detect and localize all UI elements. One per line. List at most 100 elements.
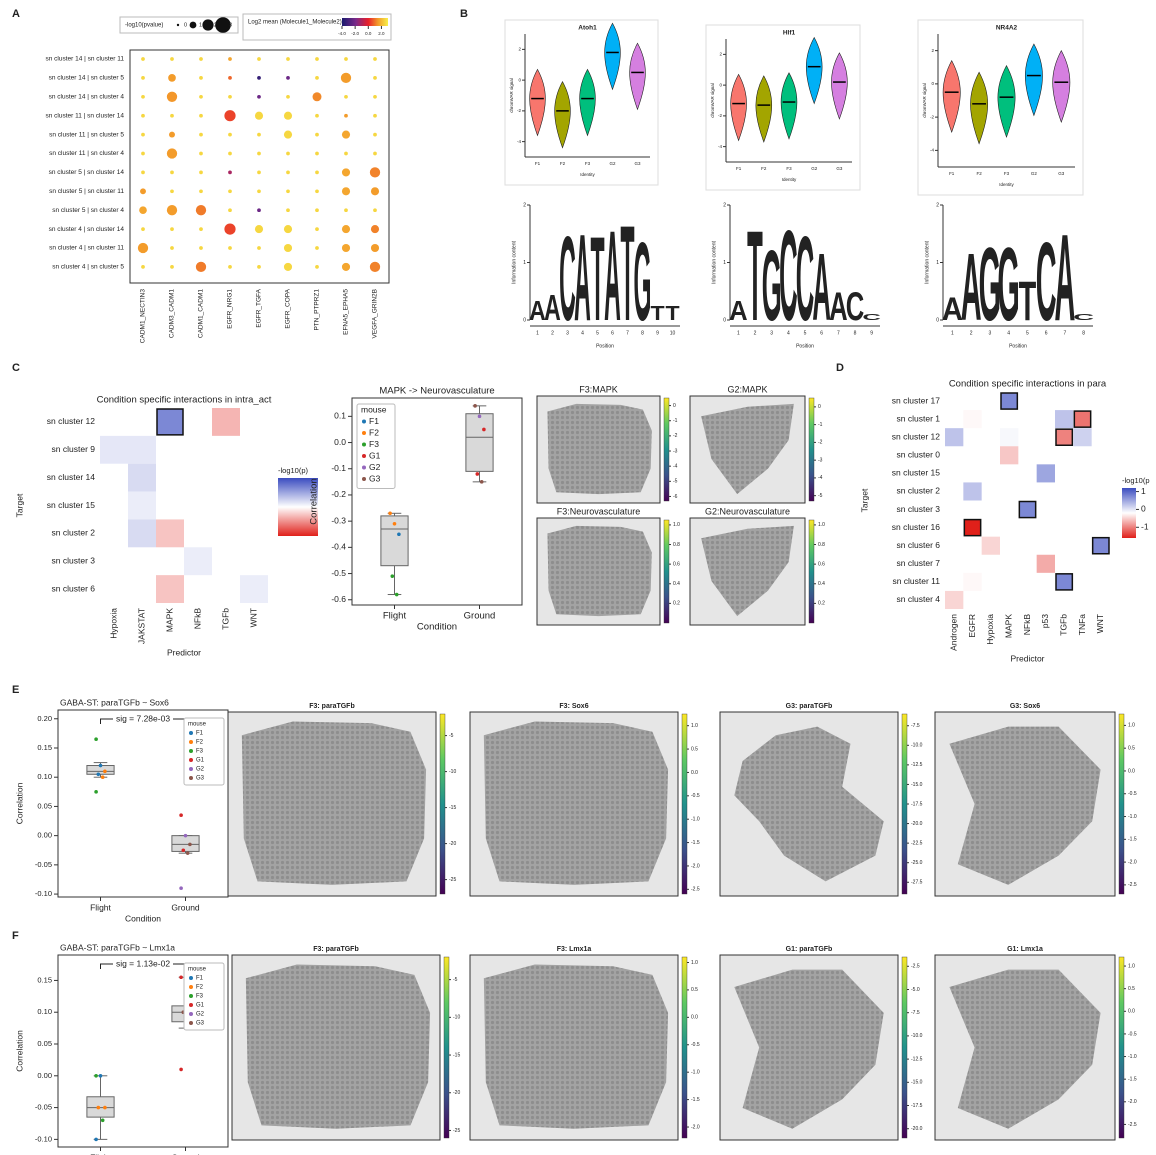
dot <box>228 76 232 80</box>
dot <box>169 132 175 138</box>
point <box>101 775 105 779</box>
page: ABCDEFsn cluster 14 | sn cluster 11sn cl… <box>0 0 1156 1155</box>
row-label: sn cluster 6 <box>897 540 941 550</box>
colorbar-tick-label: -2.0 <box>351 31 359 36</box>
dot <box>373 76 377 80</box>
point <box>94 737 98 741</box>
colorbar-tick-label: -20 <box>453 1090 460 1096</box>
dot <box>228 171 232 175</box>
heatmap-cell <box>1093 538 1109 554</box>
tissue <box>484 721 668 884</box>
col-label: EGFR <box>967 614 977 638</box>
dot <box>141 227 145 231</box>
legend-swatch <box>362 454 366 458</box>
heatmap-cell <box>128 464 156 492</box>
tissue <box>547 404 651 494</box>
colorbar-tick-label: -1.0 <box>1128 814 1137 820</box>
colorbar <box>342 18 388 26</box>
col-label: Hypoxia <box>108 608 118 639</box>
legend-swatch <box>362 431 366 435</box>
colorbar-tick-label: -15.0 <box>911 1080 923 1086</box>
legend-label: G1 <box>196 758 205 764</box>
x-tick-label: 2 <box>970 330 973 336</box>
violin-title: NR4A2 <box>996 25 1018 32</box>
row-label: sn cluster 7 <box>897 558 941 568</box>
col-label: WNT <box>1095 614 1105 633</box>
point <box>182 848 186 852</box>
x-tick-label: 3 <box>566 330 569 336</box>
colorbar-tick-label: -12.5 <box>911 1056 923 1062</box>
heatmap-cell <box>100 436 128 464</box>
logo-letter: T <box>650 301 664 324</box>
dot <box>167 148 177 158</box>
colorbar-tick-label: -20.0 <box>911 821 923 827</box>
box <box>466 414 493 472</box>
colorbar-tick-label: -1.5 <box>691 1097 700 1103</box>
legend-label: G3 <box>196 1021 205 1027</box>
col-label: Androgen <box>948 614 958 651</box>
heatmap-cell <box>963 482 981 500</box>
x-tick-label: 6 <box>1045 330 1048 336</box>
legend-swatch <box>362 443 366 447</box>
colorbar-tick-label: 0.5 <box>1128 746 1135 752</box>
dot <box>170 227 174 231</box>
dot <box>196 262 206 272</box>
row-label: sn cluster 14 | sn cluster 11 <box>45 56 124 63</box>
dot <box>257 133 261 137</box>
dot <box>141 265 145 269</box>
logo-letter: T <box>665 301 679 324</box>
colorbar-tick-label: 0.2 <box>673 601 680 607</box>
dot <box>170 57 174 61</box>
row-label: sn cluster 16 <box>892 522 940 532</box>
dot <box>199 189 203 193</box>
map-title: F3:MAPK <box>579 384 618 394</box>
y-tick-label: 0.05 <box>37 801 52 810</box>
dot <box>341 73 351 83</box>
heatmap-cell <box>1019 502 1035 518</box>
legend-label: G3 <box>369 473 381 483</box>
colorbar-tick-label: -1.5 <box>1128 837 1137 843</box>
legend-label: F2 <box>369 427 379 437</box>
y-tick-label: 0.20 <box>37 714 52 723</box>
x-tick-label: G3 <box>634 161 641 166</box>
colorbar-tick-label: 0.8 <box>818 542 825 548</box>
y-tick-label: 1 <box>936 260 939 266</box>
heatmap-cell <box>945 428 963 446</box>
x-tick-label: F2 <box>761 166 767 171</box>
map-title: G1: paraTGFb <box>786 946 833 953</box>
y-tick-label: 0.15 <box>37 743 52 752</box>
point <box>184 834 188 838</box>
colorbar-tick-label: -0.5 <box>691 1042 700 1048</box>
y-tick-label: -4 <box>930 148 934 153</box>
y-tick-label: 0.10 <box>37 772 52 781</box>
dot <box>286 152 290 156</box>
x-tick-label: 2 <box>551 330 554 336</box>
dot <box>255 225 263 233</box>
y-tick-label: 0 <box>723 317 726 323</box>
point <box>391 574 395 578</box>
violin-title: Atoh1 <box>578 25 597 32</box>
x-axis-label: Condition <box>125 913 161 923</box>
colorbar-tick-label: -25 <box>449 877 456 883</box>
colorbar-tick-label: -1.0 <box>691 817 700 823</box>
y-tick-label: 0.00 <box>37 1071 52 1080</box>
row-label: sn cluster 14 | sn cluster 5 <box>49 75 125 82</box>
y-tick-label: -0.1 <box>331 463 346 473</box>
legend-label: F2 <box>196 985 204 991</box>
point <box>397 532 401 536</box>
colorbar-tick-label: -1.0 <box>691 1070 700 1076</box>
col-label: EFNA5_EPHA5 <box>343 289 350 335</box>
legend-title: mouse <box>188 967 207 973</box>
box-title: GABA-ST: paraTGFb ~ Lmx1a <box>60 942 175 952</box>
colorbar-tick-label: -22.5 <box>911 840 923 846</box>
dot <box>257 265 261 269</box>
row-label: sn cluster 15 <box>892 468 940 478</box>
x-tick-label: 5 <box>804 330 807 336</box>
point <box>482 428 486 432</box>
colorbar-tick-label: -2 <box>818 440 823 446</box>
y-tick-label: -2 <box>718 113 722 118</box>
row-label: sn cluster 2 <box>52 528 96 538</box>
col-label: EGFR_COPA <box>285 288 292 328</box>
colorbar-tick-label: 0 <box>818 404 821 410</box>
heatmap-cell <box>1073 428 1091 446</box>
